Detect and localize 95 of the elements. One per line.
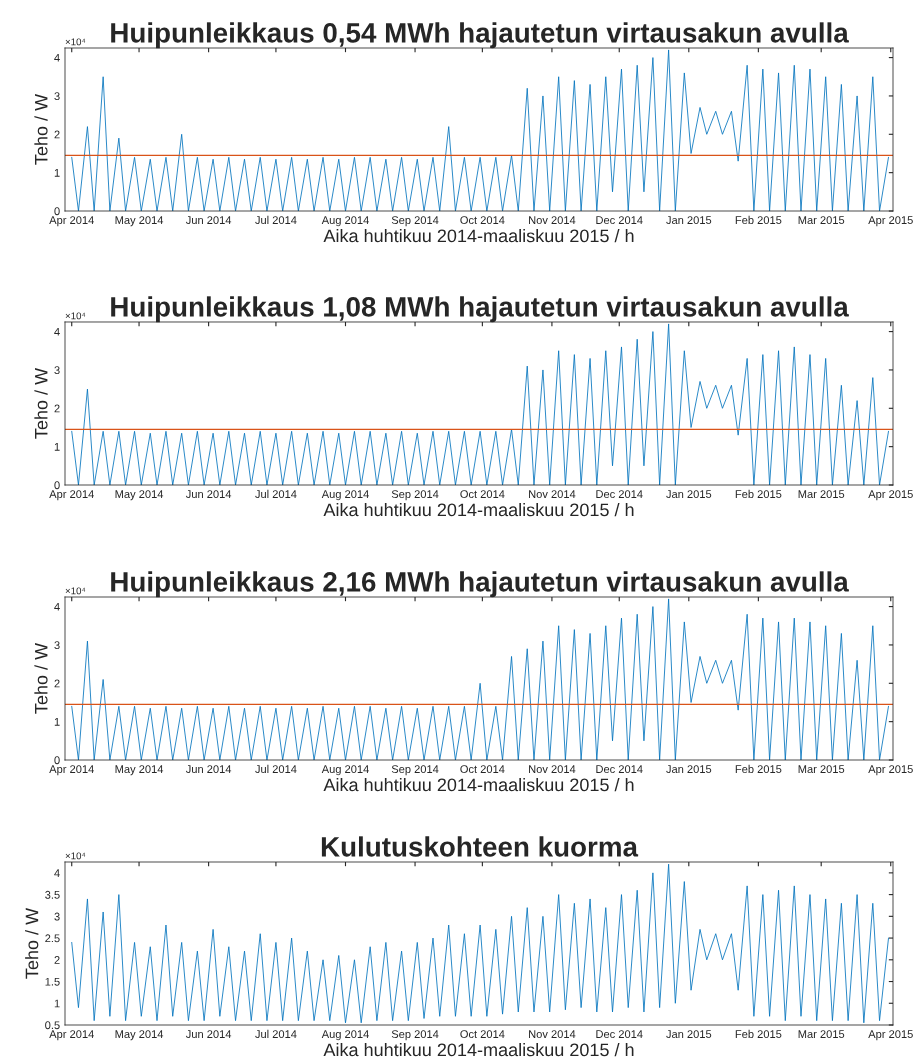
y-tick-label: 1: [54, 443, 60, 451]
x-tick-label: Mar 2015: [798, 490, 845, 499]
x-tick-label: Jan 2015: [666, 490, 712, 499]
x-axis-title: Aika huhtikuu 2014-maaliskuu 2015 / h: [323, 229, 634, 243]
y-tick-label: 0: [54, 207, 60, 216]
y-tick-label: 1.5: [45, 977, 60, 986]
y-tick-label: 3: [54, 92, 60, 101]
x-tick-label: Feb 2015: [735, 1029, 782, 1039]
x-tick-label: Sep 2014: [391, 490, 439, 501]
y-tick-label: 2: [54, 956, 60, 964]
y-tick-label: 0.5: [45, 1021, 60, 1030]
x-tick-label: Mar 2015: [798, 216, 845, 225]
y-tick-label: 4: [54, 602, 60, 611]
y-tick-label: 0: [54, 756, 60, 765]
x-tick-label: Nov 2014: [529, 1030, 576, 1039]
text: ×10⁴: [65, 312, 86, 320]
text: ×10⁴: [65, 852, 86, 860]
x-tick-label: Jul 2014: [255, 1029, 297, 1039]
x-axis-title: Aika huhtikuu 2014-maaliskuu 2015 / h: [323, 503, 634, 517]
chart-title: Kulutuskohteen kuorma: [321, 836, 639, 857]
x-tick-label: May 2014: [115, 490, 164, 501]
x-tick-label: May 2014: [115, 1030, 164, 1041]
y-axis-title: Teho / W: [34, 93, 48, 165]
text: ×10⁴: [65, 587, 86, 595]
x-tick-label: Dec 2014: [596, 216, 643, 225]
y-tick-label: 3: [54, 912, 60, 921]
x-tick-label: Aug 2014: [321, 216, 369, 227]
x-tick-label: Jul 2014: [255, 215, 297, 225]
y-tick-label: 2.5: [45, 934, 60, 943]
x-axis-title: Aika huhtikuu 2014-maaliskuu 2015 / h: [323, 778, 634, 792]
y-tick-label: 2: [54, 404, 60, 413]
x-tick-label: May 2014: [115, 765, 164, 776]
x-tick-label: Sep 2014: [391, 1030, 439, 1041]
x-tick-label: Mar 2015: [798, 765, 845, 774]
x-tick-label: Sep 2014: [391, 765, 439, 776]
y-axis-title: Teho / W: [25, 907, 39, 979]
y-tick-label: 4: [54, 869, 60, 877]
x-tick-label: Apr 2014: [49, 765, 94, 776]
chart-title: Huipunleikkaus 0,54 MWh hajautetun virtausakun avulla: [111, 22, 849, 49]
x-tick-label: Dec 2014: [596, 1030, 643, 1039]
x-tick-label: Jul 2014: [255, 764, 297, 774]
x-tick-label: Dec 2014: [596, 765, 643, 774]
x-tick-label: Sep 2014: [391, 216, 439, 227]
x-tick-label: Jun 2014: [185, 765, 232, 774]
x-tick-label: Mar 2015: [798, 1030, 845, 1039]
x-tick-label: Aug 2014: [321, 765, 369, 776]
x-tick-label: Apr 2015: [868, 1030, 913, 1041]
x-tick-label: May 2014: [115, 216, 164, 227]
x-tick-label: Jan 2015: [666, 216, 712, 225]
y-tick-label: 3.5: [45, 890, 60, 899]
y-tick-label: 2: [54, 130, 60, 139]
x-axis-title: Aika huhtikuu 2014-maaliskuu 2015 / h: [323, 1043, 634, 1057]
line-series: [71, 49, 889, 211]
y-tick-label: 0: [54, 481, 60, 490]
x-tick-label: Nov 2014: [529, 765, 576, 774]
y-tick-label: 4: [54, 327, 60, 336]
y-tick-label: 3: [54, 366, 60, 375]
line-series: [71, 863, 889, 1024]
x-tick-label: Oct 2014: [460, 490, 505, 499]
text: ×10⁴: [65, 38, 86, 46]
x-tick-label: Feb 2015: [735, 489, 782, 499]
x-tick-label: Jun 2014: [185, 490, 232, 499]
x-tick-label: Aug 2014: [321, 490, 369, 501]
x-tick-label: Apr 2015: [868, 490, 913, 501]
y-tick-label: 1: [54, 169, 60, 177]
x-tick-label: Dec 2014: [596, 490, 643, 499]
y-axis-title: Teho / W: [34, 642, 48, 714]
y-axis-title: Teho / W: [34, 367, 48, 439]
x-tick-label: Jan 2015: [666, 1030, 712, 1039]
y-tick-label: 1: [54, 999, 60, 1008]
x-tick-label: Nov 2014: [529, 490, 576, 499]
x-tick-label: Apr 2014: [49, 216, 94, 227]
x-tick-label: Oct 2014: [460, 216, 505, 225]
x-tick-label: Jul 2014: [255, 489, 297, 499]
chart-title: Huipunleikkaus 2,16 MWh hajautetun virtausakun avulla: [111, 571, 849, 598]
x-tick-label: Apr 2014: [49, 490, 94, 501]
y-tick-label: 1: [54, 718, 60, 726]
x-tick-label: Jun 2014: [185, 1030, 232, 1039]
y-tick-label: 4: [54, 53, 60, 62]
x-tick-label: Oct 2014: [460, 1030, 505, 1039]
line-series: [71, 598, 889, 760]
line-series: [71, 323, 889, 485]
x-tick-label: Feb 2015: [735, 764, 782, 774]
x-tick-label: Apr 2015: [868, 216, 913, 227]
x-tick-label: Feb 2015: [735, 215, 782, 225]
x-tick-label: Apr 2015: [868, 765, 913, 776]
x-tick-label: Oct 2014: [460, 765, 505, 774]
chart-title: Huipunleikkaus 1,08 MWh hajautetun virtausakun avulla: [111, 296, 849, 323]
x-tick-label: Aug 2014: [321, 1030, 369, 1041]
x-tick-label: Apr 2014: [49, 1030, 94, 1041]
y-tick-label: 2: [54, 679, 60, 688]
x-tick-label: Jun 2014: [185, 216, 232, 225]
x-tick-label: Nov 2014: [529, 216, 576, 225]
x-tick-label: Jan 2015: [666, 765, 712, 774]
y-tick-label: 3: [54, 641, 60, 650]
